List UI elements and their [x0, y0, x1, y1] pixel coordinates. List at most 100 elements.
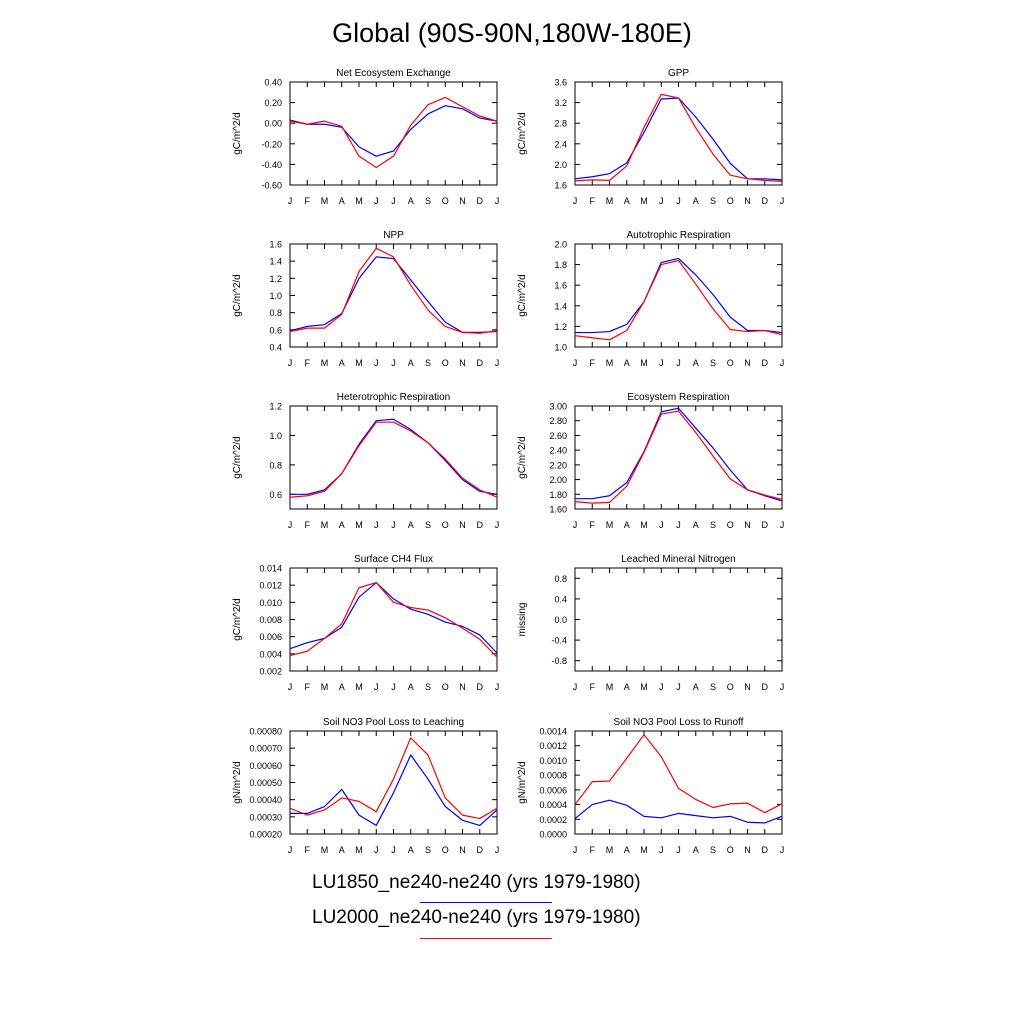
x-tick-label: D	[762, 682, 769, 692]
x-tick-label: F	[590, 358, 596, 368]
y-tick-label: 0.0014	[539, 727, 567, 737]
x-tick-label: D	[762, 358, 769, 368]
x-tick-label: J	[374, 196, 379, 206]
x-tick-label: D	[477, 682, 484, 692]
y-tick-label: 0.00020	[249, 830, 282, 840]
y-axis-label: missing	[517, 603, 528, 637]
y-tick-label: 0.6	[269, 490, 282, 500]
x-tick-label: O	[442, 196, 449, 206]
panel-title: Soil NO3 Pool Loss to Runoff	[614, 717, 744, 728]
y-tick-label: 1.6	[554, 181, 567, 191]
x-tick-label: M	[606, 358, 614, 368]
y-axis-label: gC/m^2/d	[232, 112, 243, 155]
y-tick-label: 0.014	[259, 564, 282, 574]
x-tick-label: D	[477, 358, 484, 368]
x-tick-label: A	[339, 358, 345, 368]
y-tick-label: 0.4	[554, 594, 567, 604]
series-line-lu1850	[575, 407, 783, 502]
x-tick-label: A	[339, 196, 345, 206]
y-tick-label: 1.0	[269, 431, 282, 441]
y-tick-label: 0.8	[554, 574, 567, 584]
x-tick-label: A	[693, 520, 699, 530]
x-tick-label: A	[408, 196, 414, 206]
y-tick-label: 0.00070	[249, 744, 282, 754]
x-tick-label: O	[727, 520, 734, 530]
x-tick-label: J	[659, 358, 664, 368]
x-tick-label: A	[339, 845, 345, 855]
x-tick-label: S	[710, 196, 716, 206]
y-tick-label: 1.60	[549, 505, 567, 515]
x-tick-label: N	[459, 845, 466, 855]
y-tick-label: 0.0002	[539, 815, 567, 825]
y-tick-label: 0.0	[554, 615, 567, 625]
series-line-lu2000	[289, 581, 498, 658]
series-line-lu1850	[574, 799, 783, 824]
y-tick-label: 0.8	[269, 308, 282, 318]
x-tick-label: J	[659, 520, 664, 530]
x-tick-label: F	[305, 682, 311, 692]
panel-title: Ecosystem Respiration	[627, 392, 729, 403]
x-tick-label: O	[727, 196, 734, 206]
x-tick-label: M	[355, 845, 363, 855]
x-tick-label: D	[762, 196, 769, 206]
y-axis-label: gC/m^2/d	[232, 436, 243, 479]
y-tick-label: 3.2	[554, 98, 567, 108]
y-tick-label: 1.0	[554, 343, 567, 353]
x-tick-label: M	[321, 196, 329, 206]
plot-frame	[574, 405, 783, 510]
x-tick-label: F	[305, 196, 311, 206]
x-tick-label: J	[780, 196, 785, 206]
panel-title: Soil NO3 Pool Loss to Leaching	[323, 717, 464, 728]
x-tick-label: M	[321, 682, 329, 692]
x-tick-label: J	[288, 520, 293, 530]
panel-title: Autotrophic Respiration	[627, 230, 731, 241]
x-tick-label: O	[442, 358, 449, 368]
y-tick-label: 2.60	[549, 431, 567, 441]
x-tick-label: M	[640, 196, 648, 206]
x-tick-label: J	[676, 358, 681, 368]
x-tick-label: M	[606, 196, 614, 206]
y-tick-label: 0.0010	[539, 756, 567, 766]
y-tick-label: 2.4	[554, 139, 567, 149]
y-tick-label: 0.00040	[249, 795, 282, 805]
x-tick-label: J	[659, 196, 664, 206]
x-tick-label: J	[676, 845, 681, 855]
x-tick-label: D	[762, 520, 769, 530]
x-tick-label: M	[606, 682, 614, 692]
x-tick-label: N	[459, 358, 466, 368]
y-tick-label: 0.00	[264, 119, 282, 129]
x-tick-label: N	[744, 520, 751, 530]
x-tick-label: D	[477, 196, 484, 206]
y-tick-label: 0.4	[269, 343, 282, 353]
plot-frame	[574, 730, 783, 835]
y-tick-label: -0.8	[551, 656, 567, 666]
x-tick-label: J	[780, 845, 785, 855]
x-tick-label: O	[442, 682, 449, 692]
x-tick-label: F	[305, 845, 311, 855]
x-tick-label: J	[391, 520, 396, 530]
y-tick-label: 3.6	[554, 78, 567, 88]
figure-title: Global (90S-90N,180W-180E)	[332, 18, 692, 48]
panel-soil-no3-pool-loss-to-leaching: Soil NO3 Pool Loss to Leaching gN/m^2/d J F…	[232, 717, 499, 855]
x-tick-label: M	[640, 520, 648, 530]
x-tick-label: M	[355, 196, 363, 206]
x-tick-label: N	[744, 196, 751, 206]
x-tick-label: J	[676, 196, 681, 206]
y-axis-label: gC/m^2/d	[232, 274, 243, 317]
x-tick-label: S	[710, 520, 716, 530]
plot-frame	[289, 730, 498, 835]
x-tick-label: S	[710, 682, 716, 692]
x-tick-label: A	[408, 682, 414, 692]
x-tick-label: J	[780, 520, 785, 530]
x-tick-label: S	[425, 845, 431, 855]
y-tick-label: 0.008	[259, 615, 282, 625]
series-line-lu1850	[574, 97, 783, 181]
x-tick-label: J	[495, 520, 500, 530]
x-tick-label: J	[676, 520, 681, 530]
plot-frame	[289, 81, 498, 186]
x-tick-label: J	[288, 682, 293, 692]
